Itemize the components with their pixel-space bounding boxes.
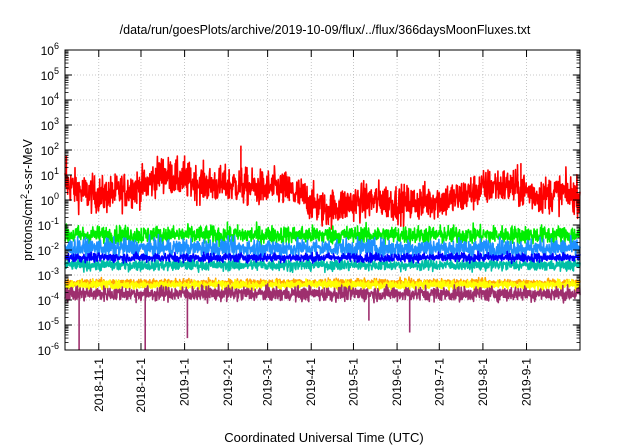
flux-series-line-3 [64,233,581,263]
x-tick-label: 2019-2-1 [221,358,235,406]
x-tick-label: 2019-1-1 [178,358,192,406]
flux-series-line-8 [64,283,581,350]
y-tick-label: 10-6 [38,341,59,358]
y-axis-label-rest: -s-sr-MeV [21,138,35,194]
y-tick-labels: 10-6 10-5 10-4 10-3 10-2 10-1 100 101 102 103 104 1… [38,41,59,358]
x-tick-labels: 2018-11-1 2018-12-1 2019-1-1 2019-2-1 2019-3… [92,358,534,413]
flux-series-line-2 [64,221,581,248]
y-tick-label: 102 [41,141,59,158]
flux-series-line-4 [64,256,581,274]
flux-series-line-1 [64,145,581,230]
y-axis-label-exponent: 2 [19,194,29,199]
x-tick-label: 2019-9-1 [520,358,534,406]
x-tick-label: 2019-7-1 [432,358,446,406]
y-axis-label-unit: protons/cm [21,199,35,261]
y-tick-label: 10-4 [38,291,59,308]
y-tick-label: 10-5 [38,316,59,333]
y-tick-label: 100 [41,191,59,208]
x-tick-label: 2018-12-1 [134,358,148,413]
y-tick-label: 10-2 [38,241,59,258]
y-axis-label: protons/cm2-s-sr-MeV [19,138,35,260]
x-axis-label: Coordinated Universal Time (UTC) [224,430,423,445]
y-tick-label: 106 [41,41,59,58]
x-tick-label: 2019-8-1 [476,358,490,406]
flux-series-line-7 [64,278,581,292]
y-tick-label: 105 [41,66,59,83]
flux-series-line-5 [64,250,581,265]
x-tick-label: 2019-3-1 [261,358,275,406]
x-tick-label: 2019-5-1 [346,358,360,406]
x-tick-label: 2019-4-1 [304,358,318,406]
flux-series-line-6 [64,276,581,289]
y-tick-label: 10-1 [38,216,59,233]
axis-ticks [65,49,580,351]
y-tick-label: 103 [41,116,59,133]
x-tick-label: 2018-11-1 [92,358,106,412]
y-tick-label: 104 [41,91,59,108]
series-layer [64,145,581,350]
y-tick-label: 101 [41,166,59,183]
x-tick-label: 2019-6-1 [390,358,404,406]
chart-title: /data/run/goesPlots/archive/2019-10-09/f… [120,23,531,37]
y-tick-label: 10-3 [38,266,59,283]
